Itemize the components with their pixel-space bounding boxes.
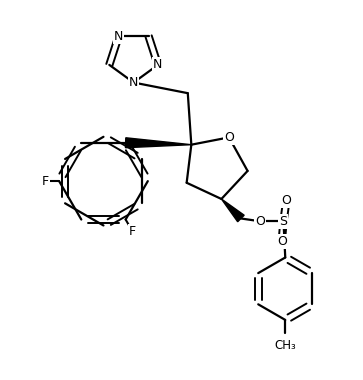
Text: N: N bbox=[129, 76, 138, 89]
Text: CH₃: CH₃ bbox=[274, 339, 296, 352]
Text: O: O bbox=[277, 235, 287, 249]
Text: F: F bbox=[41, 175, 49, 188]
Text: O: O bbox=[281, 194, 291, 207]
Text: F: F bbox=[129, 225, 136, 238]
Polygon shape bbox=[221, 199, 244, 222]
Polygon shape bbox=[126, 138, 191, 148]
Text: N: N bbox=[114, 30, 123, 43]
Text: O: O bbox=[224, 131, 234, 144]
Text: S: S bbox=[280, 215, 287, 228]
Text: N: N bbox=[153, 59, 163, 71]
Text: O: O bbox=[256, 215, 265, 228]
